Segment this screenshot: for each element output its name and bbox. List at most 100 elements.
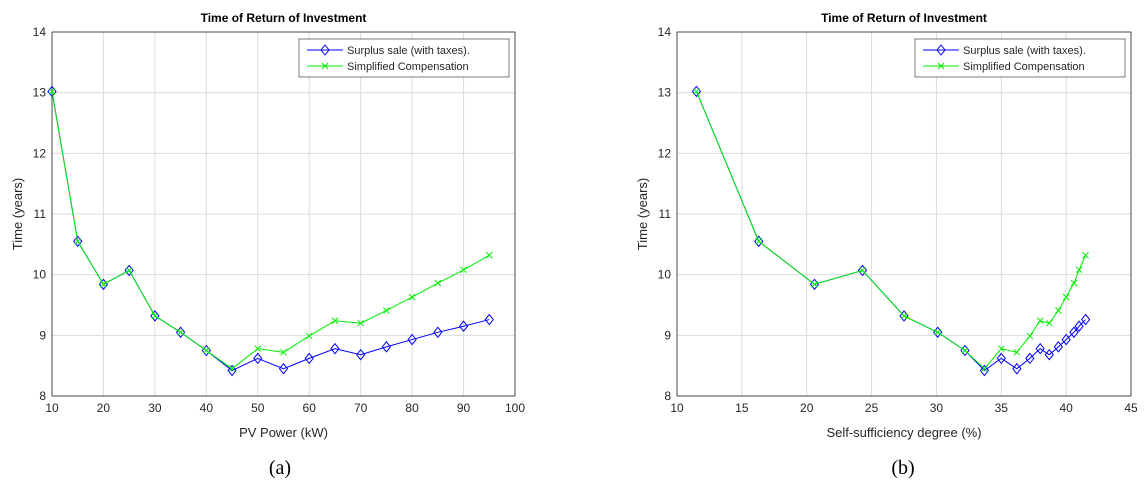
x-tick-label: 50 bbox=[251, 401, 265, 415]
x-axis-label: PV Power (kW) bbox=[239, 425, 328, 440]
marker bbox=[1025, 352, 1035, 365]
marker bbox=[1070, 279, 1078, 287]
marker bbox=[1026, 332, 1034, 340]
legend-label: Surplus sale (with taxes). bbox=[963, 45, 1086, 57]
marker bbox=[755, 237, 763, 245]
x-axis-label: Self-sufficiency degree (%) bbox=[826, 425, 981, 440]
marker bbox=[857, 264, 868, 277]
marker bbox=[125, 267, 133, 274]
marker bbox=[1044, 348, 1054, 361]
chart: 10 20 30 40 50 60 70 80 90 100 8 9 10 11 12 13 14 Time of… bbox=[10, 11, 525, 479]
x-tick-label: 90 bbox=[457, 401, 471, 415]
y-tick-label: 12 bbox=[658, 146, 672, 160]
axes-box bbox=[676, 31, 1132, 397]
marker bbox=[330, 342, 340, 355]
marker bbox=[1080, 313, 1091, 326]
legend-label: Simplified Compensation bbox=[963, 61, 1085, 73]
marker bbox=[1061, 333, 1071, 346]
caption: (a) bbox=[269, 457, 291, 479]
chart-title: Time of Return of Investment bbox=[201, 11, 367, 25]
x-tick-label: 35 bbox=[995, 401, 1009, 415]
x-tick-label: 15 bbox=[735, 401, 749, 415]
marker bbox=[693, 88, 700, 95]
marker bbox=[1055, 307, 1062, 314]
legend-label: Simplified Compensation bbox=[347, 61, 469, 73]
x-tick-label: 45 bbox=[1124, 401, 1138, 415]
marker bbox=[228, 365, 236, 373]
legend-marker bbox=[936, 44, 946, 56]
marker bbox=[74, 237, 82, 245]
marker bbox=[1075, 266, 1083, 274]
marker bbox=[1012, 362, 1022, 375]
x-tick-label: 25 bbox=[865, 401, 879, 415]
marker bbox=[48, 88, 56, 95]
y-tick-label: 10 bbox=[33, 268, 47, 282]
marker bbox=[899, 310, 909, 322]
y-tick-label: 13 bbox=[33, 86, 47, 100]
marker bbox=[859, 267, 866, 274]
y-tick-label: 14 bbox=[33, 25, 47, 39]
marker bbox=[900, 312, 908, 320]
y-tick-label: 13 bbox=[658, 86, 672, 100]
legend-marker bbox=[321, 62, 329, 70]
marker bbox=[1053, 341, 1064, 353]
marker bbox=[1074, 320, 1084, 333]
marker bbox=[124, 264, 134, 277]
legend-marker bbox=[937, 62, 945, 70]
marker bbox=[458, 320, 469, 333]
y-tick-label: 14 bbox=[658, 25, 672, 39]
marker bbox=[305, 332, 313, 340]
legend-box bbox=[298, 38, 510, 78]
marker bbox=[485, 251, 493, 259]
y-tick-label: 11 bbox=[659, 207, 672, 221]
legend-box bbox=[914, 38, 1126, 78]
marker bbox=[434, 279, 442, 287]
marker bbox=[202, 347, 210, 354]
y-tick-label: 8 bbox=[664, 389, 671, 403]
axes-box bbox=[51, 31, 516, 397]
marker bbox=[407, 333, 417, 346]
x-tick-label: 20 bbox=[97, 401, 111, 415]
x-tick-label: 80 bbox=[405, 401, 419, 415]
marker bbox=[1036, 317, 1044, 325]
marker bbox=[150, 310, 160, 322]
y-axis-label: Time (years) bbox=[10, 178, 25, 250]
marker bbox=[357, 319, 365, 327]
y-axis-label: Time (years) bbox=[635, 178, 650, 250]
marker bbox=[997, 345, 1005, 353]
legend-marker bbox=[320, 44, 330, 56]
marker bbox=[381, 341, 392, 353]
marker bbox=[754, 235, 764, 248]
series-line bbox=[695, 91, 1087, 370]
x-tick-label: 40 bbox=[200, 401, 214, 415]
x-tick-label: 100 bbox=[505, 401, 525, 415]
marker bbox=[811, 281, 818, 288]
x-tick-label: 60 bbox=[303, 401, 317, 415]
chart: 10 15 20 25 30 35 40 45 8 9 10 11 12 13 14 Time of Retu… bbox=[635, 11, 1138, 479]
marker bbox=[100, 281, 107, 288]
caption: (b) bbox=[891, 457, 914, 479]
marker bbox=[331, 317, 339, 325]
x-tick-label: 40 bbox=[1059, 401, 1073, 415]
marker bbox=[691, 85, 702, 98]
series-line bbox=[51, 91, 490, 370]
marker bbox=[408, 293, 416, 301]
marker bbox=[1035, 342, 1045, 355]
marker bbox=[1069, 326, 1079, 339]
marker bbox=[996, 352, 1006, 365]
x-tick-label: 10 bbox=[670, 401, 684, 415]
y-tick-label: 12 bbox=[33, 146, 47, 160]
marker bbox=[151, 312, 159, 320]
marker bbox=[433, 326, 443, 339]
x-tick-label: 10 bbox=[45, 401, 59, 415]
marker bbox=[1045, 319, 1053, 327]
x-tick-label: 30 bbox=[930, 401, 944, 415]
marker bbox=[1062, 293, 1070, 301]
x-tick-label: 20 bbox=[800, 401, 814, 415]
marker bbox=[47, 85, 57, 98]
x-tick-label: 30 bbox=[148, 401, 162, 415]
marker bbox=[304, 352, 314, 365]
y-tick-label: 10 bbox=[658, 268, 672, 282]
marker bbox=[253, 352, 263, 365]
